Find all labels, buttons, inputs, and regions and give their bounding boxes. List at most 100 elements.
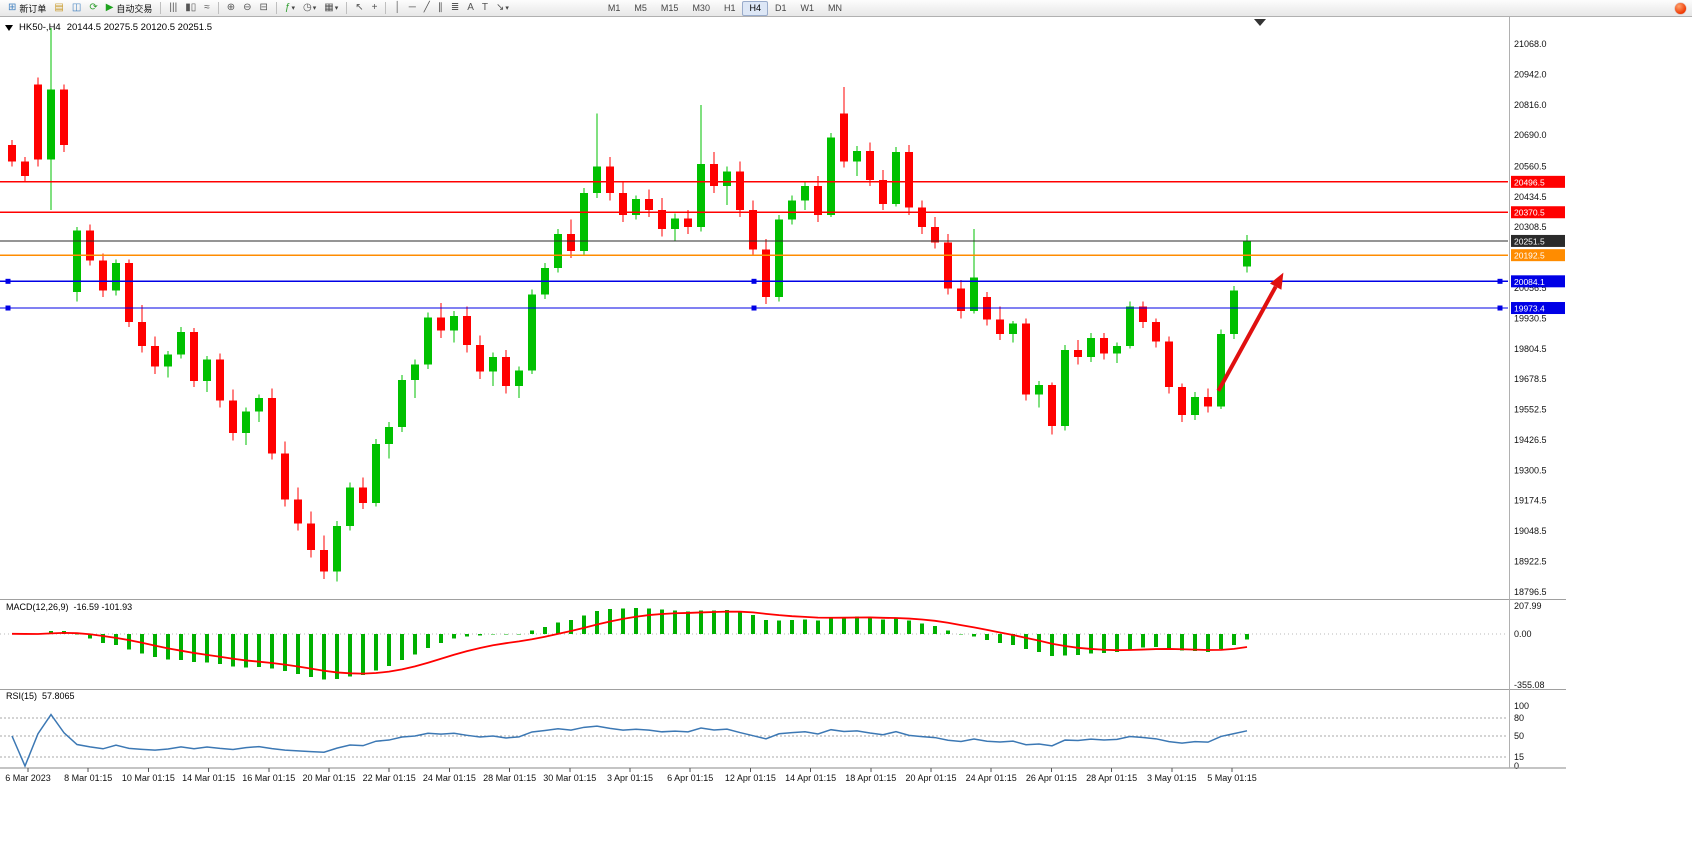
timeframe-mn[interactable]: MN <box>828 3 842 13</box>
time-scale-label: 14 Mar 01:15 <box>182 773 235 783</box>
price-tag-value: 20496.5 <box>1514 177 1545 187</box>
price-scale-label: 19174.5 <box>1514 496 1547 506</box>
candle <box>73 226 81 302</box>
line-handle[interactable] <box>1497 305 1503 311</box>
timeframe-w1[interactable]: W1 <box>800 3 815 13</box>
time-scale-label: 28 Mar 01:15 <box>483 773 536 783</box>
candle <box>229 389 237 441</box>
price-tag <box>1511 234 1565 247</box>
line-chart-button[interactable]: ≈ <box>200 1 214 16</box>
market-watch-icon: ▤ <box>54 2 64 13</box>
candle <box>1009 320 1017 343</box>
candle <box>593 113 601 198</box>
macd-header: MACD(12,26,9) -16.59 -101.93 <box>6 602 132 612</box>
channel-button[interactable]: ∥ <box>434 1 447 16</box>
new-order-button[interactable]: ⊞ 新订单 <box>4 1 50 16</box>
rsi-line <box>11 713 1248 768</box>
cursor-button[interactable]: ↖ <box>351 1 367 16</box>
candle <box>892 147 900 207</box>
candle <box>177 326 185 359</box>
tile-windows-button[interactable]: ⊟ <box>256 1 272 16</box>
rsi-scale-label: 0 <box>1514 761 1519 771</box>
chart-canvas[interactable]: 21068.0 20942.0 20816.0 20690.0 20560.5 20434… <box>0 17 1692 849</box>
candle <box>983 291 991 326</box>
toolbar-separator <box>160 2 162 14</box>
zoom-out-button[interactable]: ⊖ <box>239 1 255 16</box>
vertical-line-button[interactable]: │ <box>390 1 404 16</box>
zoom-in-button[interactable]: ⊕ <box>223 1 239 16</box>
price-tag <box>1511 302 1565 315</box>
candle <box>164 351 172 378</box>
candle <box>879 170 887 210</box>
timeframe-m1[interactable]: M1 <box>607 3 621 13</box>
candle <box>398 375 406 432</box>
candle <box>1191 392 1199 420</box>
collapse-triangle-icon[interactable] <box>5 24 13 31</box>
time-scale-label: 18 Apr 01:15 <box>845 773 896 783</box>
alert-icon[interactable] <box>1675 3 1686 14</box>
price-tag <box>1511 249 1565 262</box>
candle <box>996 306 1004 341</box>
candle <box>515 366 523 399</box>
price-tag <box>1511 175 1565 188</box>
bar-chart-button[interactable]: ||| <box>165 1 181 16</box>
timeframe-m5[interactable]: M5 <box>634 3 647 13</box>
trendline-button[interactable]: ╱ <box>420 1 434 16</box>
arrows-button[interactable]: ↘ ▾ <box>492 1 513 16</box>
macd-signal-line <box>11 610 1248 675</box>
rsi-scale-label: 80 <box>1514 713 1524 723</box>
candle <box>1022 318 1030 401</box>
horizontal-line-button[interactable]: ─ <box>405 1 420 16</box>
text-button[interactable]: A <box>463 1 478 16</box>
refresh-button[interactable]: ⟳ <box>85 1 101 16</box>
price-scale-label: 21068.0 <box>1514 39 1547 49</box>
candle <box>268 388 276 460</box>
shift-marker-icon[interactable] <box>1254 19 1266 26</box>
timeframe-d1[interactable]: D1 <box>774 3 787 13</box>
candle <box>866 142 874 186</box>
time-scale-label: 14 Apr 01:15 <box>785 773 836 783</box>
timeframe-h4[interactable]: H4 <box>742 0 768 16</box>
indicators-button[interactable]: ƒ ▾ <box>281 1 299 16</box>
line-handle[interactable] <box>751 305 757 311</box>
auto-trading-icon: ▶ <box>105 2 114 13</box>
fibonacci-button[interactable]: ≣ <box>447 1 463 16</box>
timeframe-m15[interactable]: M15 <box>660 3 679 13</box>
candle <box>931 217 939 249</box>
candle <box>320 535 328 579</box>
candle <box>203 355 211 393</box>
tile-windows-icon: ⊟ <box>259 2 268 13</box>
price-tag <box>1511 275 1565 288</box>
arrow-object[interactable] <box>1216 285 1278 392</box>
candle <box>424 312 432 370</box>
arrow-head[interactable] <box>1269 272 1284 290</box>
data-window-button[interactable]: ◫ <box>68 1 85 16</box>
templates-button[interactable]: ▦ ▾ <box>320 1 342 16</box>
candle <box>788 195 796 225</box>
auto-trading-button[interactable]: ▶ 自动交易 <box>102 1 157 16</box>
time-scale-label: 26 Apr 01:15 <box>1026 773 1077 783</box>
line-handle[interactable] <box>5 278 11 284</box>
candle <box>281 441 289 507</box>
periods-button[interactable]: ◷ ▾ <box>299 1 320 16</box>
timeframe-m30[interactable]: M30 <box>692 3 710 13</box>
line-handle[interactable] <box>751 278 757 284</box>
line-handle[interactable] <box>1497 278 1503 284</box>
price-tag-value: 20251.5 <box>1514 236 1545 246</box>
price-scale-label: 19804.5 <box>1514 344 1547 354</box>
market-watch-button[interactable]: ▤ <box>50 1 67 16</box>
candle <box>684 209 692 235</box>
text-label-button[interactable]: T <box>478 1 492 16</box>
time-scale-label: 28 Apr 01:15 <box>1086 773 1137 783</box>
candle <box>138 305 146 353</box>
crosshair-button[interactable]: + <box>368 1 382 16</box>
timeframe-h1[interactable]: H1 <box>723 3 736 13</box>
candlestick-chart-button[interactable]: ▮▯ <box>181 1 200 16</box>
toolbar: ⊞ 新订单 ▤ ◫ ⟳ ▶ 自动交易 ||| ▮▯ ≈ ⊕ ⊖ ⊟ ƒ ▾ ◷ ▾ ▦ ▾ ↖ + │ ─ ╱ ∥ ≣ A T ↘ ▾ M1… <box>0 0 1692 17</box>
candle <box>762 238 770 305</box>
time-scale-label: 10 Mar 01:15 <box>122 773 175 783</box>
price-tag <box>1511 206 1565 219</box>
time-scale-label: 6 Mar 2023 <box>5 773 51 783</box>
line-handle[interactable] <box>5 305 11 311</box>
cursor-icon: ↖ <box>355 2 364 13</box>
